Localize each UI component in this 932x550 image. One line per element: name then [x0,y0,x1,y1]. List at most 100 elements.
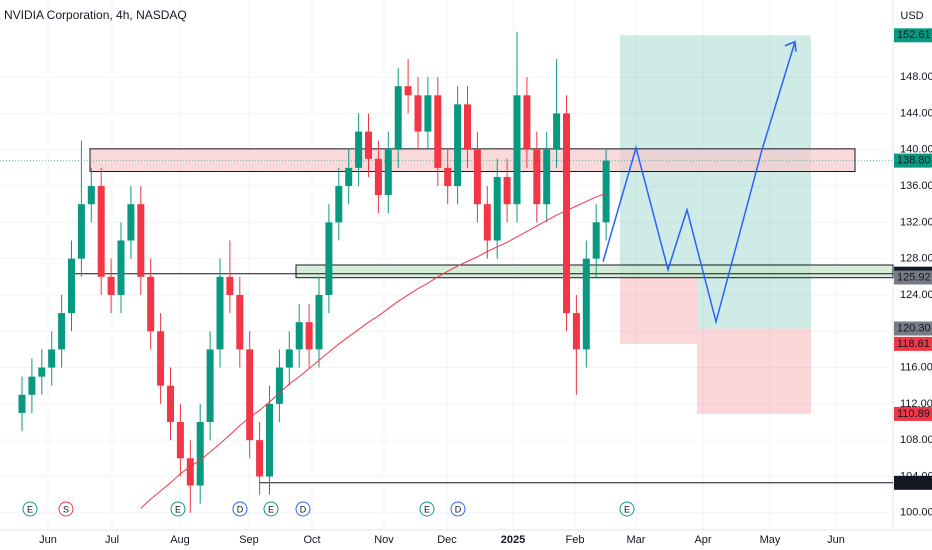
zone [295,264,894,279]
candle-body [285,349,293,368]
event-label: D [237,504,244,514]
candle-body [246,349,254,441]
x-tick-label: Jun [827,534,845,546]
candle-body [414,95,422,132]
event-label: D [455,504,462,514]
event-icon [619,501,635,517]
y-tick-label: 140.00 [900,144,932,156]
currency: USD [900,10,923,22]
candle-body [592,222,600,259]
candle-body [335,186,343,223]
candle-body [503,176,511,205]
event-icon [295,501,311,517]
price-label: 103.30 [897,477,931,489]
x-tick-label: Sep [239,534,259,546]
x-tick-label: Jul [105,534,119,546]
price-label: 152.61 [897,29,931,41]
x-tick-label: Dec [437,534,457,546]
x-tick-label: 2025 [501,534,525,546]
candle-body [572,313,580,350]
event-label: E [424,504,430,514]
price-label: 110.89 [897,408,930,420]
candle-body [167,385,174,423]
price-label: 138.80 [897,155,931,167]
candle-body [602,160,610,223]
y-tick-label: 132.00 [900,216,932,228]
y-tick-label: 136.00 [900,180,932,192]
candle-body [38,367,46,377]
candle-body [226,276,234,295]
event-icon [22,501,38,517]
event-label: E [268,504,274,514]
candle-body [206,349,214,423]
candle-body [374,158,382,196]
price-labels: 152.61138.80126.34125.92120.30118.61110.… [894,28,932,490]
event-icon [170,501,186,517]
loss-zone [697,328,811,414]
candle-body [186,458,194,486]
price-label-bg [894,321,932,336]
candle-body [117,240,125,295]
candle-body [127,204,135,241]
candle-body [563,113,570,314]
candle-body [355,131,363,168]
candle-body [295,322,303,350]
candle-body [345,167,353,187]
candle-body [523,95,531,150]
price-label-bg [894,336,932,351]
x-tick-label: Aug [170,534,190,546]
candle-body [87,186,95,205]
candle-body [325,222,333,295]
candle-body [464,104,471,150]
candle-body [77,204,85,259]
projection-path [602,41,796,325]
candle-body [157,331,165,386]
event-icon [450,501,466,517]
y-tick-label: 148.00 [900,71,932,83]
candle-body [58,313,66,350]
price-label-bg [894,270,932,285]
candle-body [493,176,501,241]
x-tick-label: Apr [694,534,711,546]
candle-body [424,95,432,132]
y-tick-label: 100.00 [900,507,932,519]
candle-body [454,104,462,187]
candle-body [266,403,273,477]
x-tick-label: Feb [566,534,585,546]
candle-body [513,95,521,205]
candle-body [275,367,283,404]
event-icon [58,501,74,517]
event-icon [263,501,279,517]
candle-body [176,422,184,459]
x-tick-label: May [760,534,781,546]
event-label: E [27,504,33,514]
candle-body [48,349,56,368]
y-tick-label: 116.00 [900,361,932,373]
candle-body [147,276,155,332]
candle-body [365,131,372,159]
event-icon [419,501,435,517]
candle-body [533,149,541,205]
candle-body [444,167,452,187]
price-label: 125.92 [897,271,931,283]
x-tick-label: Oct [303,534,320,546]
candle-body [434,95,442,168]
y-tick-label: 112.00 [900,398,932,410]
loss-zone [620,277,697,344]
price-label-bg [894,153,932,168]
y-tick-label: 128.00 [900,253,932,265]
candle-body [483,204,491,241]
price-label-bg [894,406,932,421]
event-label: D [300,504,307,514]
arrow-head [784,40,797,52]
candle-body [394,86,402,150]
candle-body [196,422,204,486]
candle-body [28,376,36,395]
candle-body [305,322,313,350]
candle-body [404,86,412,96]
candle-body [315,294,323,350]
x-tick-label: Nov [374,534,394,546]
candle-body [473,149,481,205]
candle-body [236,294,244,350]
